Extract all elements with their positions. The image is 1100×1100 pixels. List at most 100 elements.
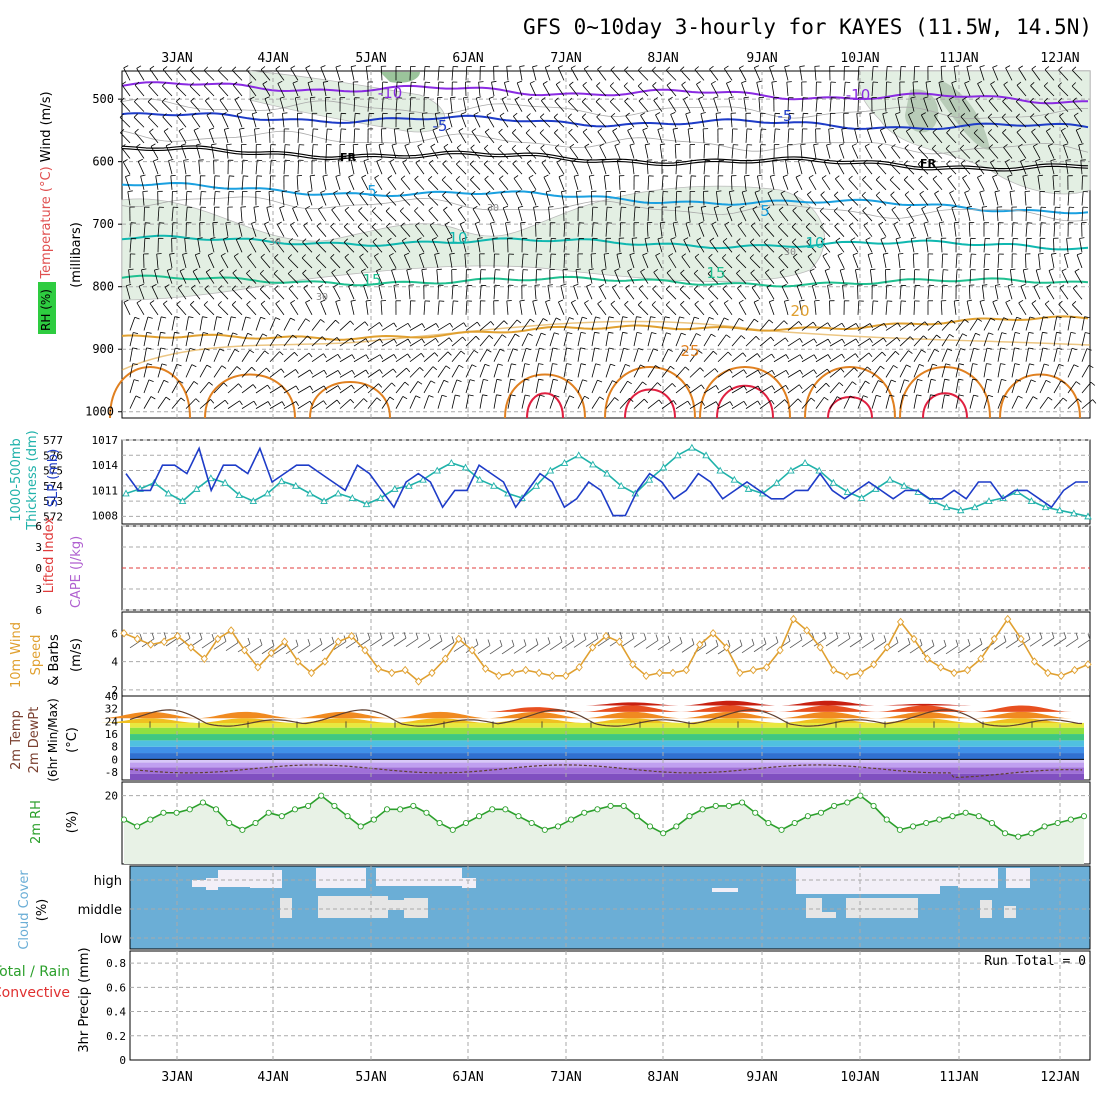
wind-barb-flag [458, 127, 464, 132]
wind-barb-flag [189, 347, 195, 351]
wind-barb-flag [799, 338, 803, 343]
wind-barb [207, 255, 215, 269]
wind-barb [171, 397, 182, 409]
wind-barb [1025, 332, 1030, 347]
rh-contour-label: 30 [487, 203, 499, 214]
wind-barb-flag [754, 65, 760, 68]
wind-barb-flag [1016, 81, 1022, 86]
wind-barb [415, 162, 425, 175]
wind-barb [423, 300, 426, 315]
wind-barb [409, 66, 411, 81]
wind-barb [863, 225, 873, 237]
wind-barb-flag [254, 128, 260, 130]
series-point [423, 809, 430, 816]
wind-barb [1053, 397, 1064, 409]
upper-wind-barbs [119, 65, 1097, 409]
wind-barb [955, 394, 960, 409]
wind10-barb-flag [811, 632, 815, 639]
wind-barb-flag [529, 318, 535, 323]
wind-barb [353, 384, 366, 394]
wind-barb [969, 333, 976, 347]
wind-barb [325, 353, 339, 363]
cloud-ylabel-unit: (%) [35, 899, 50, 922]
wind-barb [1072, 100, 1083, 112]
wind-barb-flag [638, 284, 644, 289]
date-label-bottom: 9JAN [746, 1070, 777, 1085]
wind-barb-flag [685, 366, 690, 371]
wind-barb [213, 207, 215, 222]
wind-barb-flag [623, 82, 628, 87]
wind-barb [1053, 332, 1057, 347]
wind-barb [913, 66, 915, 81]
wind-barb-flag [951, 205, 957, 209]
wind-barb [309, 175, 313, 190]
wind-barb-flag [460, 350, 466, 355]
wind-barb [778, 257, 789, 269]
wind-barb-flag [784, 399, 789, 404]
wind-barb [1081, 191, 1084, 206]
wind-barb [136, 302, 145, 316]
wind-barb-flag [769, 299, 775, 303]
temp-hump [875, 703, 975, 706]
wind-barb-flag [404, 381, 409, 386]
wind-barb-flag [651, 301, 656, 306]
series-point [843, 487, 852, 495]
temp-hump [582, 718, 682, 723]
wind-barb-flag [954, 65, 960, 67]
wind-barb [895, 238, 901, 253]
wind-barb [934, 115, 943, 128]
wind-barb-flag [742, 190, 748, 193]
wind-barb [577, 316, 583, 331]
wind-barb [681, 84, 691, 97]
wind-barb-flag [234, 96, 240, 100]
wind-barb [624, 304, 635, 316]
wind-barb-flag [123, 65, 129, 69]
wind-barb [484, 148, 495, 159]
wind-barb [311, 128, 314, 143]
wind-barb [1065, 160, 1069, 175]
wind-barb [1053, 380, 1062, 394]
wind-barb [493, 334, 503, 347]
wind10-barb [321, 642, 335, 652]
wind-barb [738, 67, 747, 81]
wind-barb-flag [657, 382, 662, 387]
wind-barb-flag [473, 349, 479, 354]
wind-barb-flag [784, 65, 790, 68]
wind-barb-flag [512, 129, 517, 134]
wind-barb [437, 81, 440, 97]
wind-barb-flag [527, 333, 533, 336]
wind-barb-flag [205, 268, 211, 273]
wind-barb [305, 208, 313, 222]
wind-barb [927, 394, 931, 409]
wind-barb [1046, 286, 1055, 300]
wind-barb-flag [604, 253, 610, 255]
wind-barb-flag [389, 396, 395, 401]
wind-barb [484, 131, 495, 144]
wind-barb-flag [226, 143, 232, 145]
wind-barb-flag [1018, 299, 1024, 304]
wind-barb-flag [638, 97, 644, 102]
wind-barb [526, 116, 537, 128]
wind-barb [1044, 303, 1055, 316]
wind-barb [367, 369, 380, 378]
wind-barb [1011, 222, 1014, 237]
wind-barb [330, 257, 341, 269]
wind-barb-flag [1001, 332, 1007, 335]
wind-barb [292, 208, 299, 222]
wind10-barb [825, 637, 839, 647]
wind-barb-flag [165, 396, 171, 401]
wind-barb-flag [1071, 347, 1077, 351]
wind-barb [325, 337, 338, 347]
wind-barb-flag [351, 384, 355, 390]
wind-barb [129, 317, 136, 331]
wind10-barb [945, 645, 959, 655]
wind-barb-flag [323, 369, 327, 375]
wind-barb-flag [138, 283, 144, 287]
wind-barb-flag [836, 159, 842, 163]
wind-barb [542, 83, 551, 97]
wind-barb-flag [309, 400, 313, 406]
wind-barb [1063, 145, 1069, 159]
wind-barb-flag [595, 316, 601, 319]
wind-barb [515, 192, 523, 206]
wind-barb-flag [1044, 66, 1050, 70]
